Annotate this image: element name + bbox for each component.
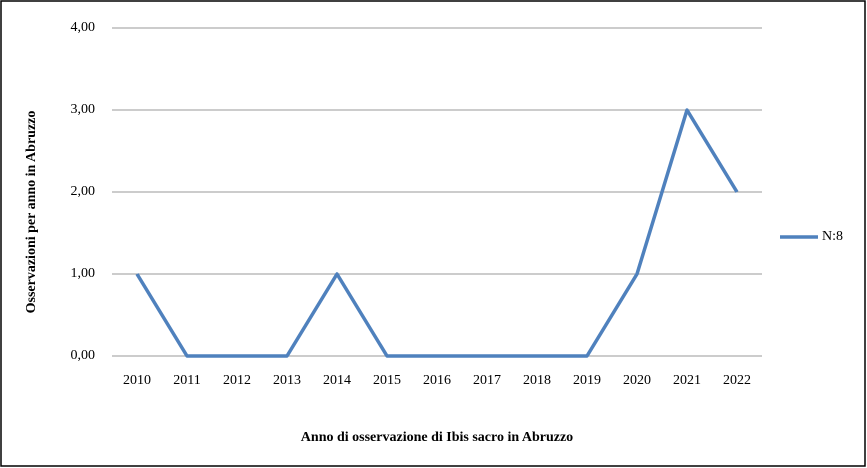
y-tick-label: 1,00	[71, 266, 96, 281]
x-tick-label: 2021	[673, 373, 701, 388]
legend-label: N:8	[822, 229, 843, 244]
y-tick-label: 0,00	[71, 348, 96, 363]
y-tick-label: 2,00	[71, 184, 96, 199]
x-axis-title: Anno di osservazione di Ibis sacro in Ab…	[301, 430, 573, 445]
x-tick-label: 2013	[273, 373, 301, 388]
x-tick-label: 2012	[223, 373, 251, 388]
x-tick-label: 2017	[473, 373, 501, 388]
x-tick-label: 2010	[123, 373, 151, 388]
x-tick-label: 2016	[423, 373, 451, 388]
x-tick-label: 2014	[323, 373, 351, 388]
x-tick-label: 2022	[723, 373, 751, 388]
x-tick-label: 2019	[573, 373, 601, 388]
x-tick-label: 2020	[623, 373, 651, 388]
data-line	[135, 108, 739, 358]
x-tick-label: 2011	[173, 373, 200, 388]
y-tick-label: 4,00	[71, 20, 96, 35]
y-tick-label: 3,00	[71, 102, 96, 117]
y-axis-title: Osservazioni per anno in Abruzzo	[24, 111, 39, 314]
x-tick-label: 2015	[373, 373, 401, 388]
x-tick-label: 2018	[523, 373, 551, 388]
